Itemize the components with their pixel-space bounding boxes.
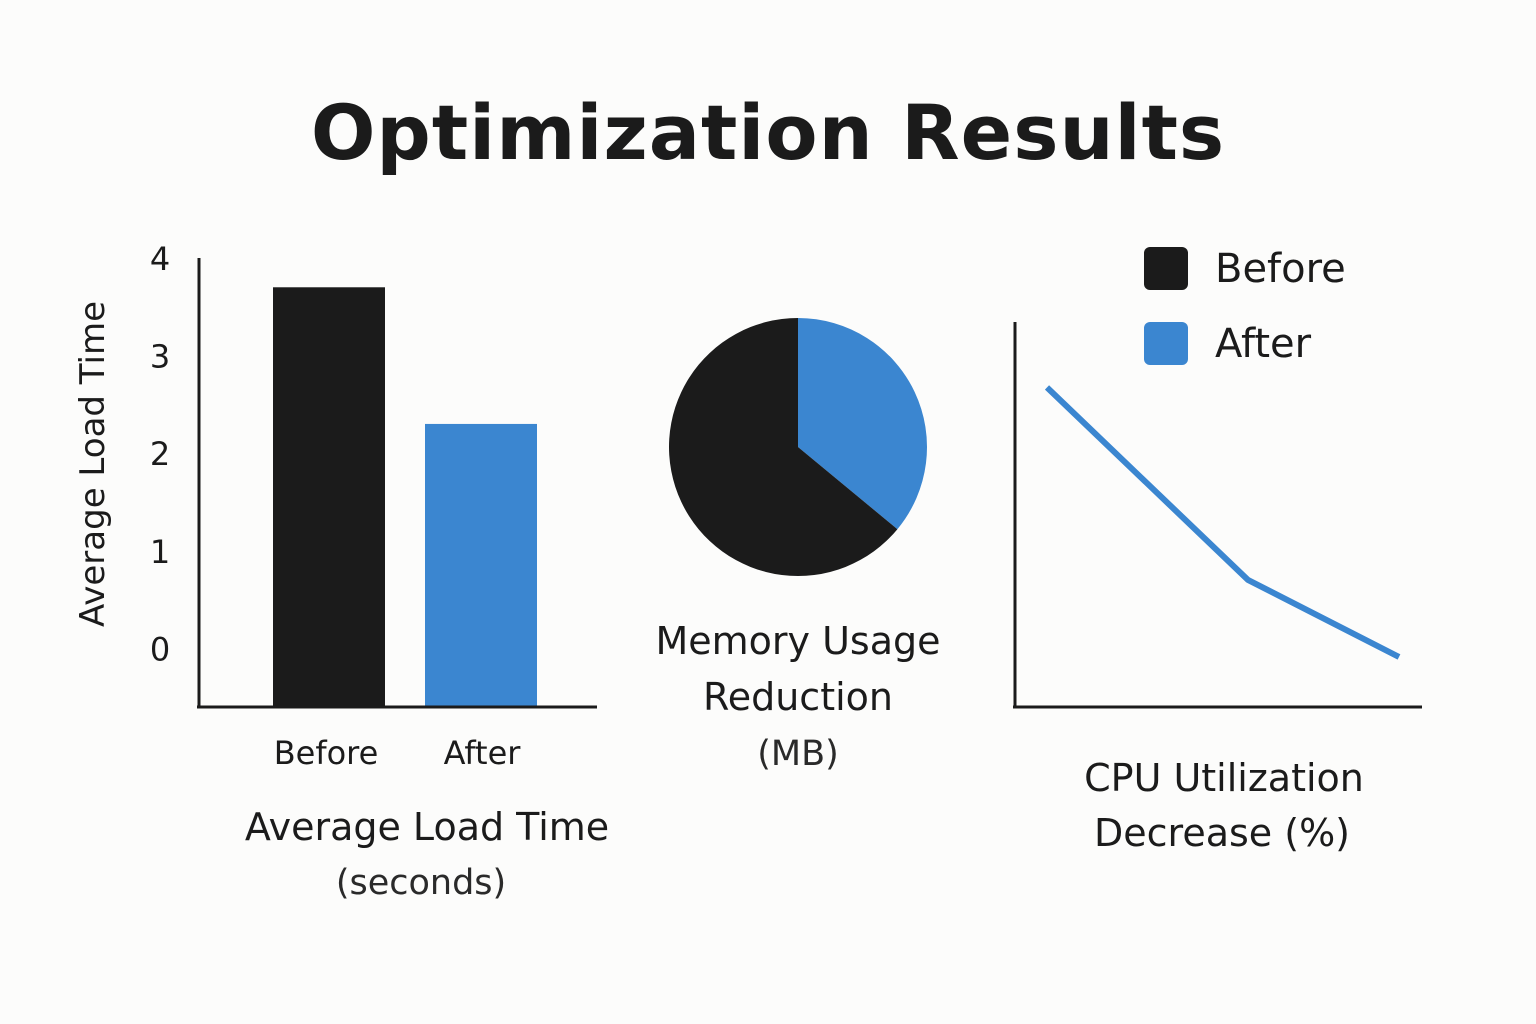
line-chart: CPU Utilization Decrease (%) (1013, 322, 1422, 855)
pie-slices (669, 318, 928, 576)
bar-bars (273, 287, 537, 707)
legend: Before After (1144, 246, 1346, 367)
line-caption-sub: Decrease (%) (1094, 811, 1350, 855)
legend-label-after: After (1215, 321, 1312, 367)
bar-x-tick-label: Before (274, 734, 379, 772)
pie-chart: Memory Usage Reduction (MB) (655, 318, 941, 774)
bar-y-tick-label: 3 (150, 338, 170, 376)
bar-before (273, 287, 385, 707)
bar-y-axis-label: Average Load Time (73, 301, 113, 627)
bar-after (425, 423, 537, 707)
legend-swatch-before (1144, 247, 1188, 290)
line-series-path (1044, 385, 1401, 660)
pie-caption-sub: (MB) (757, 734, 839, 774)
bar-y-tick-label: 0 (150, 630, 170, 668)
bar-y-tick-label: 1 (150, 533, 170, 571)
bar-y-tick-label: 2 (150, 435, 170, 473)
bar-chart: Average Load Time 0 1 2 3 4 Before After Aver… (73, 240, 609, 903)
bar-caption: Average Load Time (245, 805, 609, 849)
pie-slice-before (669, 318, 898, 576)
line-caption: CPU Utilization (1084, 756, 1364, 800)
bar-y-tick-label: 4 (150, 240, 170, 278)
legend-swatch-after (1144, 322, 1188, 365)
line-series (1044, 385, 1401, 660)
pie-caption-line1: Memory Usage (655, 619, 940, 663)
page-title: Optimization Results (310, 88, 1226, 177)
legend-label-before: Before (1215, 246, 1346, 292)
bar-y-ticks: 0 1 2 3 4 (150, 240, 170, 668)
pie-caption-line2: Reduction (703, 675, 893, 719)
bar-x-tick-label: After (444, 734, 522, 772)
bar-x-ticks: Before After (274, 734, 522, 772)
pie-slice-after (798, 318, 928, 530)
bar-caption-sub: (seconds) (336, 863, 506, 903)
